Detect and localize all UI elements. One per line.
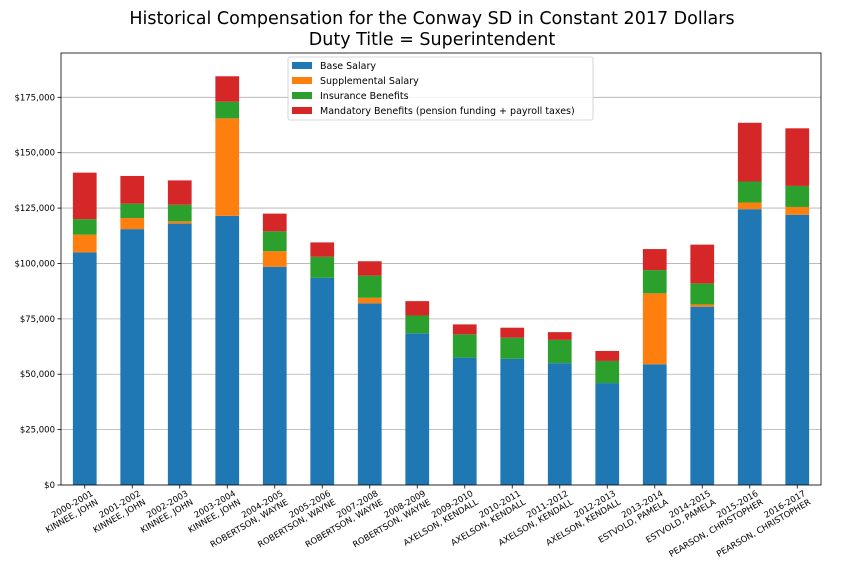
chart-subtitle: Duty Title = Superintendent [308,30,556,50]
y-tick-label: $150,000 [14,149,55,159]
legend-swatch [292,77,312,84]
bar-segment [405,315,430,334]
y-tick-label: $25,000 [20,426,55,436]
bar-segment [262,231,287,252]
bar-segment [120,175,145,204]
legend-label: Supplemental Salary [320,76,419,87]
bar-segment [642,249,667,271]
legend-frame [287,56,594,121]
bars [72,76,810,486]
bar-segment [310,277,335,485]
y-tick-label: $75,000 [20,315,55,325]
bar-segment [547,339,572,364]
bar-segment [310,242,335,257]
bar-segment [500,337,525,359]
bar-segment [72,219,97,235]
y-tick-label: $175,000 [14,93,55,103]
bar-segment [452,334,477,358]
bar-segment [595,350,620,361]
bar-segment [785,214,810,485]
legend-label: Insurance Benefits [320,91,409,102]
bar-segment [357,261,382,276]
bar-segment [215,76,240,102]
bar-segment [167,221,192,224]
bar-segment [595,383,620,485]
bar-segment [452,324,477,335]
bar-segment [737,181,762,203]
bar-segment [215,118,240,216]
legend-swatch [292,92,312,99]
bar-segment [595,360,620,384]
legend: Base Salary Supplemental Salary Insurance … [287,56,594,121]
legend-swatch [292,62,312,69]
legend-label: Base Salary [320,61,376,72]
bar-segment [262,251,287,267]
bar-segment [642,270,667,294]
bar-segment [120,229,145,485]
bar-segment [737,122,762,182]
bar-segment [357,297,382,304]
bar-segment [72,252,97,485]
bar-segment [405,333,430,485]
bar-segment [737,209,762,485]
bar-segment [547,332,572,340]
bar-segment [642,364,667,485]
legend-swatch [292,107,312,114]
bar-segment [785,185,810,207]
bar-segment [262,213,287,232]
bar-segment [215,101,240,119]
bar-segment [690,283,715,305]
y-tick-label: $0 [44,481,55,491]
y-tick-label: $50,000 [20,370,55,380]
legend-label: Mandatory Benefits (pension funding + pa… [320,106,575,117]
plot-frame [60,52,822,486]
bar-segment [737,202,762,210]
bar-segment [452,357,477,485]
bar-segment [785,206,810,215]
bar-segment [72,172,97,220]
bar-segment [785,128,810,186]
bar-segment [690,304,715,307]
bar-segment [500,358,525,485]
bar-segment [262,266,287,485]
bar-segment [72,234,97,253]
y-tick-label: $100,000 [14,259,55,269]
bar-segment [500,327,525,338]
bar-segment [310,256,335,278]
chart-title: Historical Compensation for the Conway S… [129,9,735,29]
bar-segment [215,215,240,486]
bar-segment [690,306,715,485]
bar-segment [642,293,667,365]
bar-segment [405,301,430,316]
bar-segment [167,180,192,205]
bar-segment [167,204,192,222]
bar-segment [547,363,572,485]
bar-segment [357,303,382,485]
bar-segment [690,244,715,284]
bar-segment [357,275,382,298]
y-tick-label: $125,000 [14,204,55,214]
bar-segment [167,223,192,486]
bar-segment [120,218,145,230]
bar-segment [120,203,145,219]
